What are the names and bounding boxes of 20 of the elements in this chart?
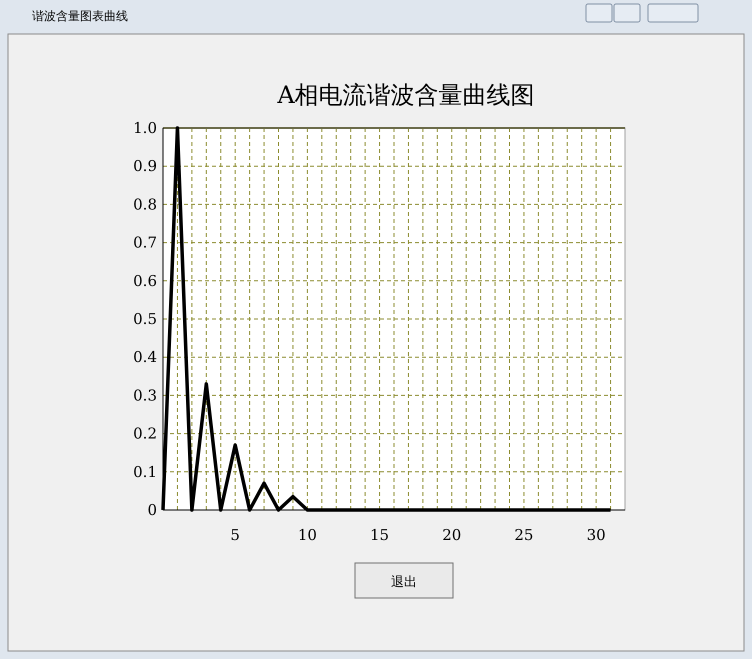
y-tick-label: 0.1 — [133, 462, 157, 481]
x-tick-label: 15 — [370, 526, 390, 544]
y-tick-label: 0.6 — [133, 272, 157, 290]
x-tick-label: 10 — [298, 526, 317, 544]
x-tick-label: 25 — [514, 526, 534, 544]
y-tick-label: 0.8 — [133, 195, 157, 214]
text: 谐波含量图表曲线 — [32, 9, 128, 23]
x-tick-label: 5 — [230, 526, 240, 544]
y-tick-label: 0.4 — [133, 348, 157, 366]
chart-title: A相电流谐波含量曲线图 — [276, 81, 535, 109]
text: 退出 — [391, 575, 417, 590]
y-tick-label: 0.2 — [133, 424, 157, 443]
y-tick-label: 0.7 — [133, 234, 157, 252]
y-tick-label: 0 — [147, 501, 157, 519]
x-tick-label: 20 — [442, 526, 462, 544]
y-tick-label: 0.9 — [133, 157, 157, 176]
y-tick-label: 1.0 — [133, 119, 157, 137]
y-tick-label: 0.5 — [133, 310, 157, 328]
y-tick-label: 0.3 — [133, 386, 157, 404]
x-tick-label: 30 — [586, 526, 606, 544]
